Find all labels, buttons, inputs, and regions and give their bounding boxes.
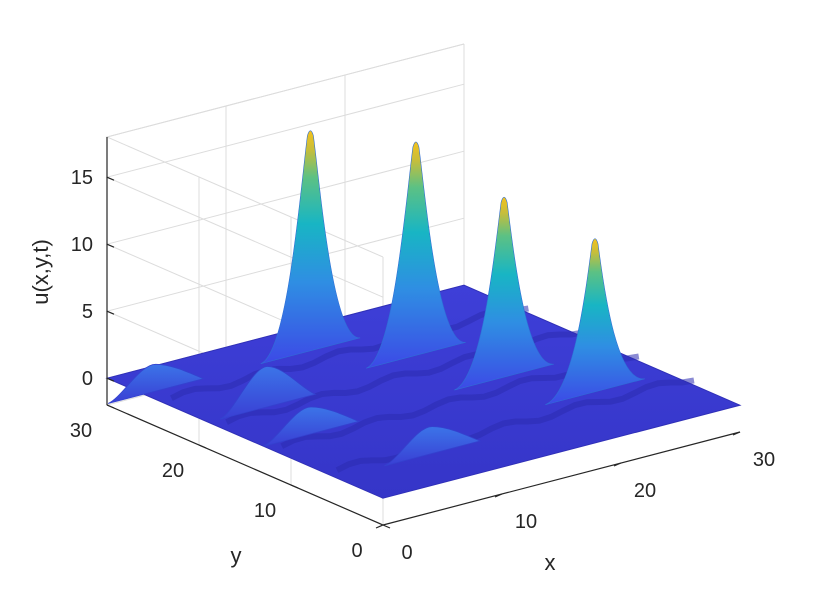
surface xyxy=(105,130,742,499)
grid-line-top xyxy=(106,43,465,138)
surface-peak xyxy=(545,238,645,406)
y-axis-label: y xyxy=(231,543,242,568)
y-tick-mark xyxy=(290,484,299,489)
z-tick-label: 10 xyxy=(71,234,93,256)
x-tick-label: 0 xyxy=(401,542,412,564)
z-tick-mark xyxy=(106,176,115,181)
surface-peak xyxy=(366,141,466,369)
z-axis-label: u(x,y,t) xyxy=(28,239,53,305)
z-tick-mark xyxy=(106,310,115,315)
surface-ridge xyxy=(219,366,317,420)
z-tick-mark xyxy=(106,377,115,382)
y-tick-label: 0 xyxy=(351,540,362,562)
z-tick-mark xyxy=(106,243,115,248)
x-tick-mark xyxy=(732,431,741,436)
y-tick-mark xyxy=(198,444,207,449)
surface-peak xyxy=(260,130,361,365)
x-tick-label: 10 xyxy=(515,511,537,533)
y-tick-label: 20 xyxy=(162,460,184,482)
y-tick-label: 10 xyxy=(254,500,276,522)
z-tick-label: 0 xyxy=(82,368,93,390)
y-axis-line xyxy=(106,404,384,526)
tick-labels: 0 10 20 30 0 10 20 30 0 5 10 15 xyxy=(70,167,775,564)
x-tick-label: 30 xyxy=(753,449,775,471)
surface-peak xyxy=(454,196,554,391)
x-axis-label: x xyxy=(545,550,556,575)
x-tick-mark xyxy=(375,524,384,529)
x-tick-mark xyxy=(613,462,622,467)
y-tick-mark xyxy=(106,404,115,409)
z-tick-label: 15 xyxy=(71,167,93,189)
x-tick-mark xyxy=(494,493,503,498)
surface-ridge xyxy=(263,406,360,447)
x-tick-label: 20 xyxy=(634,480,656,502)
x-axis-line xyxy=(382,431,741,526)
axes xyxy=(106,137,741,526)
z-tick-label: 5 xyxy=(82,301,93,323)
surface-ridge xyxy=(107,363,205,404)
y-tick-mark xyxy=(382,524,391,529)
surface-ridge xyxy=(384,426,482,467)
y-tick-label: 30 xyxy=(70,420,92,442)
surface-band xyxy=(170,305,529,401)
